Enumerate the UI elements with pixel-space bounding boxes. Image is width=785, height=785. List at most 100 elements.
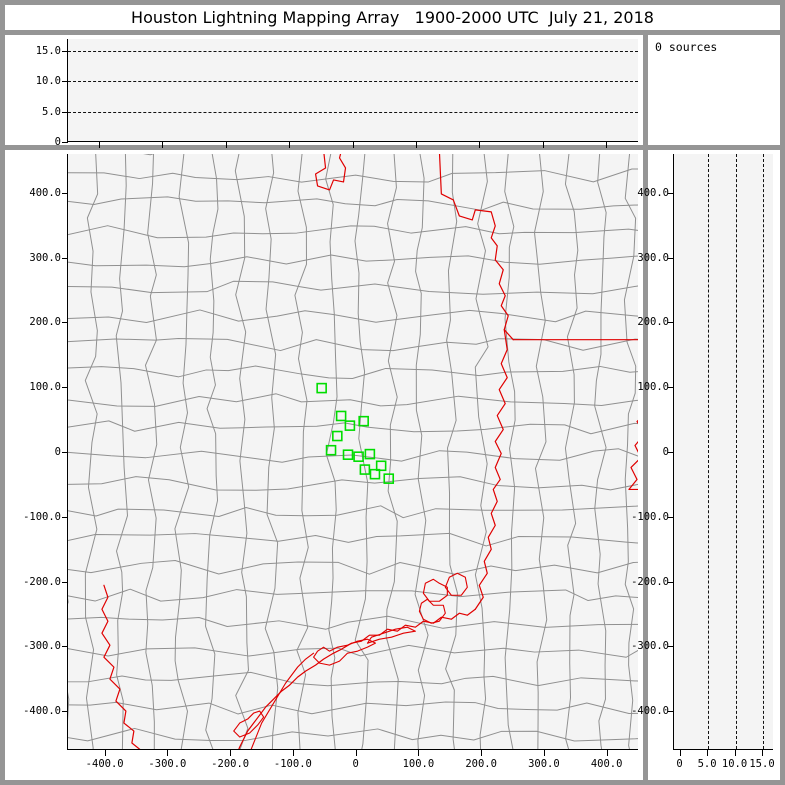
y-tickmark bbox=[62, 322, 68, 324]
state-boundary-path bbox=[313, 638, 377, 666]
plan-view-plot-area[interactable] bbox=[67, 154, 638, 750]
y-tickmark bbox=[62, 51, 68, 53]
county-boundary-path bbox=[68, 701, 638, 715]
y-tickmark bbox=[62, 387, 68, 389]
county-boundary-path bbox=[84, 154, 99, 749]
county-boundary-path bbox=[68, 588, 638, 602]
x-tick-label: -100.0 bbox=[273, 758, 312, 770]
y-tickmark bbox=[62, 581, 68, 583]
y-tickmark bbox=[668, 257, 674, 259]
county-boundary-path bbox=[68, 532, 638, 547]
county-boundary-path bbox=[68, 337, 638, 352]
county-boundary-path bbox=[264, 154, 279, 749]
gridline-vertical bbox=[708, 154, 710, 749]
time-height-plot-area[interactable] bbox=[67, 39, 638, 142]
county-boundary-path bbox=[115, 154, 128, 749]
gridline-vertical bbox=[735, 154, 737, 749]
y-tickmark bbox=[668, 581, 674, 583]
x-tickmark bbox=[289, 142, 291, 148]
state-boundary-path bbox=[250, 652, 315, 749]
y-tick-label: 0 bbox=[662, 446, 669, 458]
county-boundary-path bbox=[174, 154, 190, 749]
gridline-vertical bbox=[763, 154, 764, 749]
height-distance-panel[interactable]: -400.0 -300.0 -200.0 -100.0 0 100.0 200.0 300.0… bbox=[631, 150, 780, 780]
county-boundary-path bbox=[68, 309, 638, 324]
y-tick-label: -100.0 bbox=[23, 510, 61, 523]
county-boundary-path bbox=[68, 448, 638, 463]
state-boundary-path bbox=[438, 154, 514, 341]
x-tickmark bbox=[162, 142, 164, 148]
x-tickmark bbox=[606, 750, 608, 756]
x-tickmark bbox=[167, 750, 169, 756]
x-tick-label: 10.0 bbox=[721, 758, 748, 770]
y-tickmark bbox=[668, 646, 674, 648]
x-tick-label: 0 bbox=[352, 758, 359, 770]
plan-view-map-panel[interactable]: -400.0 -300.0 -200.0 -100.0 0 100.0 200.0 300.0… bbox=[5, 150, 643, 780]
lma-station-marker bbox=[359, 464, 371, 475]
county-boundary-path bbox=[68, 560, 638, 575]
gridline-horizontal bbox=[68, 81, 638, 83]
lma-station-marker bbox=[332, 430, 343, 442]
time-height-panel[interactable]: 05.010.015.0-400.0-300.0-200.0-100.00100… bbox=[5, 35, 643, 162]
county-boundary-path bbox=[68, 505, 638, 519]
y-tick-label: 0 bbox=[54, 136, 61, 148]
y-tick-label: 15.0 bbox=[35, 45, 61, 58]
x-tickmark bbox=[762, 750, 763, 756]
county-boundary-path bbox=[68, 365, 638, 380]
county-boundary-path bbox=[354, 154, 369, 749]
height-distance-data-points bbox=[674, 154, 773, 749]
county-boundary-path bbox=[68, 644, 638, 658]
county-boundary-path bbox=[234, 154, 249, 749]
gridline-horizontal bbox=[68, 111, 638, 113]
y-tick-label: 400.0 bbox=[29, 186, 61, 199]
y-tick-label: 400.0 bbox=[637, 186, 669, 199]
x-tick-label: 300.0 bbox=[528, 758, 560, 770]
y-tickmark bbox=[62, 257, 68, 259]
state-boundary-path bbox=[444, 572, 468, 596]
lma-station-marker bbox=[353, 451, 364, 462]
county-boundary-path bbox=[414, 154, 429, 749]
state-boundary-path bbox=[233, 710, 265, 738]
y-tickmark bbox=[62, 646, 68, 648]
y-tick-label: 300.0 bbox=[29, 251, 61, 264]
x-tick-label: 5.0 bbox=[697, 758, 717, 770]
state-and-coast-boundaries bbox=[101, 154, 638, 749]
height-distance-plot-area[interactable] bbox=[673, 154, 773, 750]
county-boundary-path bbox=[68, 196, 638, 211]
x-tickmark bbox=[606, 142, 608, 148]
state-boundary-path bbox=[422, 578, 448, 602]
lma-station-marker bbox=[335, 410, 347, 422]
county-boundary-path bbox=[68, 225, 638, 239]
texas-basemap bbox=[68, 154, 638, 749]
x-tickmark bbox=[707, 750, 709, 756]
county-boundary-path bbox=[144, 154, 158, 749]
x-tick-label: -300.0 bbox=[148, 758, 187, 770]
y-tickmark bbox=[668, 516, 674, 518]
x-tickmark bbox=[98, 142, 100, 148]
county-boundary-path bbox=[564, 154, 579, 749]
x-tickmark bbox=[543, 750, 545, 756]
x-tickmark bbox=[104, 750, 106, 756]
x-tickmark bbox=[679, 750, 681, 756]
state-boundary-path bbox=[418, 598, 446, 624]
lma-station-markers bbox=[316, 382, 395, 484]
lma-station-marker bbox=[364, 448, 376, 460]
y-tick-label: -100.0 bbox=[631, 510, 669, 523]
county-boundary-path bbox=[445, 154, 458, 749]
lma-station-marker bbox=[342, 449, 354, 460]
x-tick-label: 100.0 bbox=[402, 758, 435, 770]
y-tickmark bbox=[62, 192, 68, 194]
county-boundary-path bbox=[68, 598, 70, 721]
county-boundary-path bbox=[68, 615, 638, 630]
x-tickmark bbox=[355, 750, 357, 756]
x-tick-label: 0 bbox=[676, 758, 683, 770]
lma-station-marker bbox=[358, 415, 369, 427]
y-tick-label: 5.0 bbox=[42, 105, 61, 118]
title-bar: Houston Lightning Mapping Array 1900-200… bbox=[5, 5, 780, 30]
page-title: Houston Lightning Mapping Array 1900-200… bbox=[131, 8, 654, 27]
height-distance-gridlines bbox=[674, 154, 773, 749]
county-boundary-path bbox=[594, 154, 607, 749]
county-boundary-path bbox=[294, 154, 309, 749]
lma-station-marker bbox=[316, 382, 327, 394]
